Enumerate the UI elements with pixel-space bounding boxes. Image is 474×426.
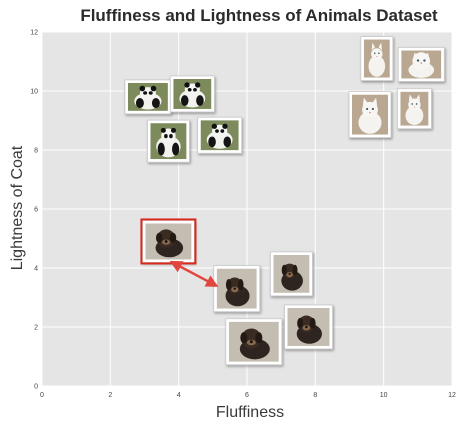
dog-photo-point xyxy=(270,251,313,297)
x-tick-label: 6 xyxy=(245,392,249,399)
cat-photo-point xyxy=(360,36,394,81)
dog-photo-point xyxy=(225,318,283,366)
cat-photo-point xyxy=(397,88,432,130)
panda-photo-point xyxy=(197,116,243,154)
y-tick-label: 10 xyxy=(30,89,38,96)
tick-labels: 0 2 4 6 8 10 12 0 2 4 6 8 10 12 xyxy=(30,30,456,400)
highlight-box xyxy=(140,218,197,265)
dog-photo-point xyxy=(140,218,197,265)
panda-photo-point xyxy=(147,119,190,163)
y-tick-label: 12 xyxy=(30,30,38,37)
panda-photo-point xyxy=(124,79,172,115)
x-tick-label: 0 xyxy=(40,392,44,399)
annotation-arrow xyxy=(169,260,219,287)
data-points xyxy=(124,36,445,366)
y-tick-label: 8 xyxy=(34,148,38,155)
x-tick-label: 10 xyxy=(380,392,388,399)
y-tick-label: 6 xyxy=(34,207,38,214)
chart-title: Fluffiness and Lightness of Animals Data… xyxy=(80,6,438,25)
x-tick-label: 2 xyxy=(108,392,112,399)
x-tick-label: 4 xyxy=(177,392,181,399)
dog-photo-point xyxy=(213,265,261,313)
cat-photo-point xyxy=(397,47,445,82)
y-tick-label: 2 xyxy=(34,325,38,332)
dog-photo-point xyxy=(284,304,333,350)
y-tick-label: 0 xyxy=(34,384,38,391)
x-tick-label: 8 xyxy=(313,392,317,399)
double-arrow xyxy=(169,260,219,287)
y-axis-label: Lightness of Coat xyxy=(9,145,26,270)
x-axis-label: Fluffiness xyxy=(216,404,284,421)
x-tick-label: 12 xyxy=(448,392,456,399)
y-tick-label: 4 xyxy=(34,266,38,273)
panda-photo-point xyxy=(169,75,215,113)
cat-photo-point xyxy=(348,91,392,138)
